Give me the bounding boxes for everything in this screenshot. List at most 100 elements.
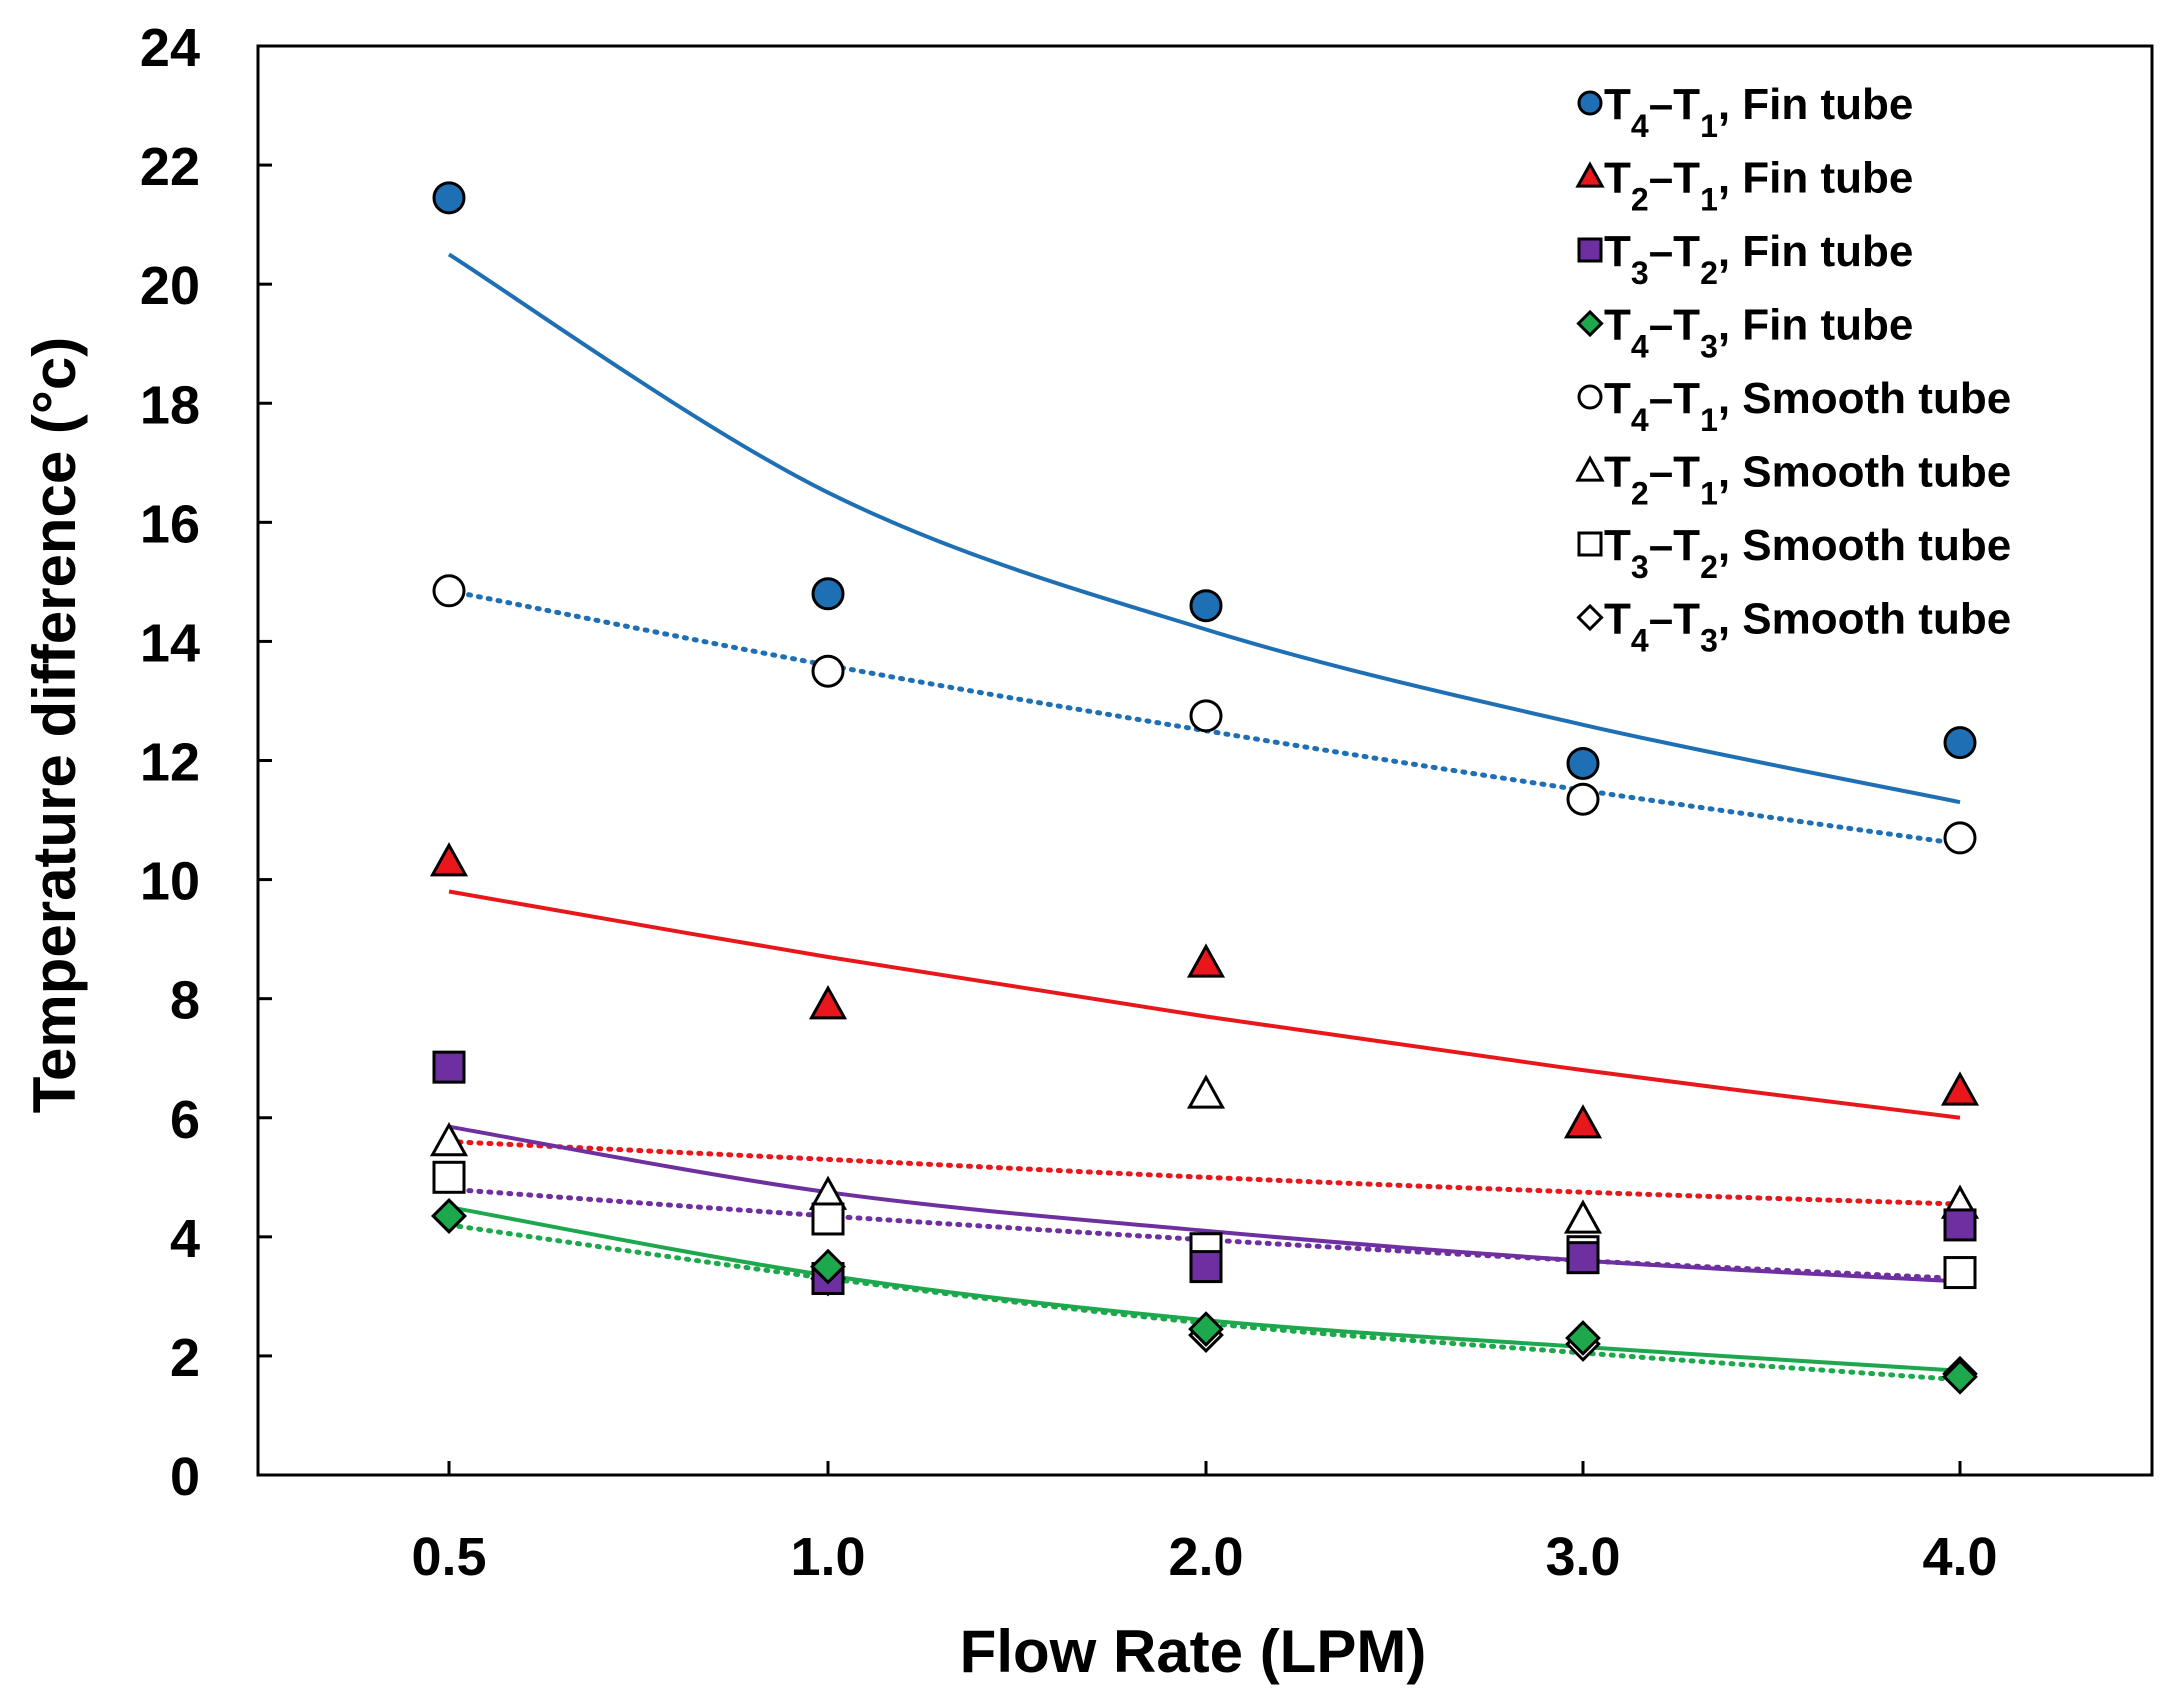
fin41-point — [432, 181, 466, 215]
sm32-point — [432, 1160, 466, 1194]
legend-marker-sm21 — [1575, 455, 1605, 482]
legend-text-b: T — [1673, 301, 1700, 350]
y-tick-label: 10 — [140, 852, 200, 912]
y-tick-label: 18 — [140, 375, 200, 435]
trend-fin41-line — [447, 252, 1961, 805]
legend-text-rest: , Fin tube — [1718, 227, 1914, 276]
legend-text-a: T — [1604, 595, 1631, 644]
legend-text-b: T — [1673, 374, 1700, 423]
legend-text-s1: 2 — [1631, 476, 1649, 512]
legend-text-s2: 3 — [1700, 329, 1718, 365]
legend-text-s1: 3 — [1631, 255, 1649, 291]
y-tick-label: 2 — [170, 1328, 200, 1388]
fin21-point — [429, 842, 469, 877]
legend-text-a: T — [1604, 301, 1631, 350]
legend-text-a: T — [1604, 448, 1631, 497]
x-tick-label: 0.5 — [411, 1527, 486, 1587]
legend-item-fin32: T3–T2, Fin tube — [1577, 227, 1914, 291]
legend-item-sm21: T2–T1, Smooth tube — [1575, 448, 2011, 512]
fin41-point — [1943, 726, 1977, 760]
legend-text-a: T — [1604, 521, 1631, 570]
legend-text-rest: , Fin tube — [1718, 154, 1914, 203]
legend-text-s2: 1 — [1700, 402, 1718, 438]
legend-text-s1: 4 — [1631, 623, 1649, 659]
y-tick-label: 24 — [140, 18, 200, 78]
legend-text-rest: , Smooth tube — [1718, 448, 2011, 497]
x-tick-label: 4.0 — [1922, 1527, 1997, 1587]
y-tick-label: 22 — [140, 137, 200, 197]
legend-text-dash: – — [1649, 154, 1673, 203]
legend-text-s1: 3 — [1631, 549, 1649, 585]
sm32-point — [1943, 1256, 1977, 1290]
legend-text-a: T — [1604, 227, 1631, 276]
legend-item-fin41: T4–T1, Fin tube — [1577, 80, 1913, 144]
legend-text-dash: – — [1649, 374, 1673, 423]
legend-text-dash: – — [1649, 227, 1673, 276]
legend-marker-fin21 — [1575, 161, 1605, 188]
sm21-point — [1186, 1074, 1226, 1109]
legend-item-sm43: T4–T3, Smooth tube — [1576, 595, 2011, 659]
legend-text-s2: 2 — [1700, 549, 1718, 585]
fin43-point — [431, 1198, 467, 1234]
legend-text-s2: 1 — [1700, 182, 1718, 218]
legend-text-b: T — [1673, 448, 1700, 497]
legend-marker-fin32 — [1577, 237, 1603, 263]
legend-label-sm41: T4–T1, Smooth tube — [1604, 374, 2011, 438]
fin32-point — [1189, 1250, 1223, 1284]
legend-text-dash: – — [1649, 521, 1673, 570]
x-tick-label: 1.0 — [790, 1527, 865, 1587]
legend-text-b: T — [1673, 80, 1700, 129]
legend-text-b: T — [1673, 521, 1700, 570]
fin21-point — [1563, 1104, 1603, 1139]
marker-layer — [429, 181, 1980, 1395]
fin32-point — [1943, 1208, 1977, 1242]
legend-label-fin41: T4–T1, Fin tube — [1604, 80, 1913, 144]
legend-text-s1: 4 — [1631, 329, 1649, 365]
legend-marker-sm43 — [1576, 603, 1604, 632]
fin32-point — [432, 1050, 466, 1084]
y-tick-label: 0 — [170, 1447, 200, 1507]
trend-fin21-line — [448, 889, 1961, 1120]
legend-text-s1: 4 — [1631, 108, 1649, 144]
fin43-point — [1565, 1320, 1601, 1356]
legend-item-sm41: T4–T1, Smooth tube — [1577, 374, 2011, 438]
y-tick-label: 14 — [140, 613, 200, 673]
trend-sm21-line — [446, 1139, 1963, 1207]
legend-marker-sm32 — [1577, 531, 1603, 557]
fin21-point — [808, 985, 848, 1020]
y-tick-label: 4 — [170, 1209, 200, 1269]
x-tick-label: 2.0 — [1168, 1527, 1243, 1587]
legend-item-fin21: T2–T1, Fin tube — [1575, 154, 1914, 218]
legend-text-b: T — [1673, 154, 1700, 203]
legend-label-sm43: T4–T3, Smooth tube — [1604, 595, 2011, 659]
legend-item-fin43: T4–T3, Fin tube — [1576, 301, 1913, 365]
sm41-point — [1943, 821, 1977, 855]
legend-text-rest: , Fin tube — [1718, 301, 1914, 350]
legend-text-rest: , Fin tube — [1718, 80, 1914, 129]
y-tick-label: 12 — [140, 733, 200, 793]
fin21-point — [1940, 1071, 1980, 1106]
legend-text-a: T — [1604, 154, 1631, 203]
fin41-point — [1566, 746, 1600, 780]
y-tick-label: 8 — [170, 971, 200, 1031]
sm41-point — [1566, 782, 1600, 816]
legend-label-fin43: T4–T3, Fin tube — [1604, 301, 1913, 365]
y-axis-title: Temperature difference (°c) — [21, 337, 88, 1113]
sm41-point — [1189, 699, 1223, 733]
legend-text-s2: 1 — [1700, 476, 1718, 512]
legend-text-dash: – — [1649, 301, 1673, 350]
legend-label-sm21: T2–T1, Smooth tube — [1604, 448, 2011, 512]
fin32-point — [1566, 1241, 1600, 1275]
legend-text-dash: – — [1649, 595, 1673, 644]
fin21-point — [1186, 943, 1226, 978]
legend-text-a: T — [1604, 80, 1631, 129]
x-tick-label: 3.0 — [1545, 1527, 1620, 1587]
legend-marker-fin43 — [1576, 309, 1604, 338]
fin43-point — [810, 1248, 846, 1285]
legend-text-dash: – — [1649, 448, 1673, 497]
legend-text-s2: 1 — [1700, 108, 1718, 144]
legend-text-s1: 4 — [1631, 402, 1649, 438]
